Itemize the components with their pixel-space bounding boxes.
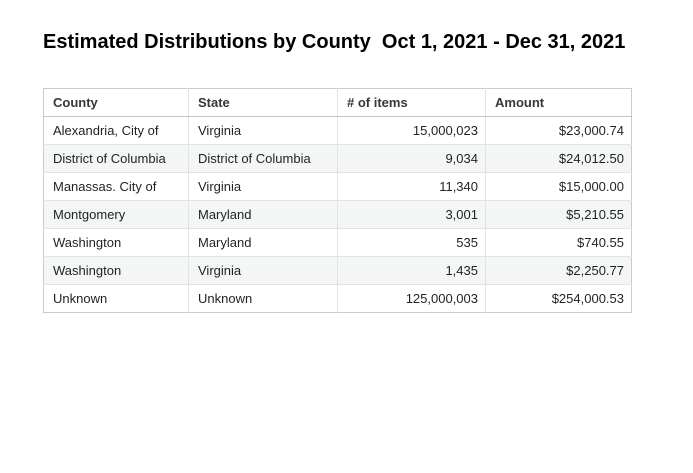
cell-amount: $254,000.53 xyxy=(485,284,632,313)
cell-amount: $2,250.77 xyxy=(485,256,632,285)
cell-amount: $740.55 xyxy=(485,228,632,257)
cell-state: Maryland xyxy=(188,228,338,257)
page-title: Estimated Distributions by County Oct 1,… xyxy=(43,31,626,53)
table-header-row: County State # of items Amount xyxy=(43,88,632,117)
cell-items: 1,435 xyxy=(337,256,486,285)
cell-state: Maryland xyxy=(188,200,338,229)
cell-items: 15,000,023 xyxy=(337,116,486,145)
cell-state: Unknown xyxy=(188,284,338,313)
table-row: Alexandria, City of Virginia 15,000,023 $23… xyxy=(43,116,632,145)
cell-amount: $23,000.74 xyxy=(485,116,632,145)
table-row: Unknown Unknown 125,000,003 $254,000.53 xyxy=(43,284,632,313)
report-page: Estimated Distributions by County Oct 1,… xyxy=(43,31,632,313)
table-row: Washington Maryland 535 $740.55 xyxy=(43,228,632,257)
cell-items: 11,340 xyxy=(337,172,486,201)
table-row: Manassas. City of Virginia 11,340 $15,000.0… xyxy=(43,172,632,201)
cell-state: Virginia xyxy=(188,116,338,145)
cell-county: Alexandria, City of xyxy=(43,116,189,145)
cell-county: Washington xyxy=(43,228,189,257)
column-header-state: State xyxy=(188,88,338,117)
table-body: Alexandria, City of Virginia 15,000,023 $23… xyxy=(43,116,632,313)
cell-county: Unknown xyxy=(43,284,189,313)
cell-county: Washington xyxy=(43,256,189,285)
cell-items: 535 xyxy=(337,228,486,257)
table-row: District of Columbia District of Columbia… xyxy=(43,144,632,173)
cell-county: District of Columbia xyxy=(43,144,189,173)
cell-county: Manassas. City of xyxy=(43,172,189,201)
cell-state: Virginia xyxy=(188,256,338,285)
cell-state: District of Columbia xyxy=(188,144,338,173)
column-header-amount: Amount xyxy=(485,88,632,117)
cell-amount: $5,210.55 xyxy=(485,200,632,229)
distributions-table: County State # of items Amount Alexandri… xyxy=(43,88,632,313)
cell-amount: $15,000.00 xyxy=(485,172,632,201)
column-header-county: County xyxy=(43,88,189,117)
cell-amount: $24,012.50 xyxy=(485,144,632,173)
cell-state: Virginia xyxy=(188,172,338,201)
cell-items: 125,000,003 xyxy=(337,284,486,313)
column-header-items: # of items xyxy=(337,88,486,117)
cell-county: Montgomery xyxy=(43,200,189,229)
cell-items: 3,001 xyxy=(337,200,486,229)
table-row: Montgomery Maryland 3,001 $5,210.55 xyxy=(43,200,632,229)
cell-items: 9,034 xyxy=(337,144,486,173)
table-row: Washington Virginia 1,435 $2,250.77 xyxy=(43,256,632,285)
